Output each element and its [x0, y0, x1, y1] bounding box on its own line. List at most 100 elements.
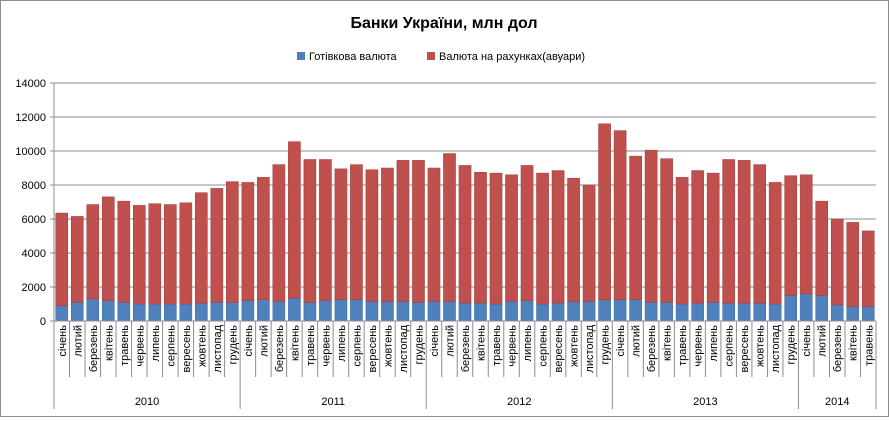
bar-segment-accounts — [427, 167, 441, 302]
legend-label-cash: Готівкова валюта — [309, 51, 398, 63]
year-labels: 2010 2011 2012 2013 2014 — [53, 377, 877, 409]
bar-segment-accounts — [830, 218, 844, 306]
x-tick-label: березень — [460, 325, 472, 372]
bar-segment-cash — [567, 301, 580, 322]
bar-segment-cash — [768, 303, 782, 322]
bar-segment-accounts — [660, 158, 673, 303]
bar-segment-accounts — [101, 196, 115, 301]
bar-segment-accounts — [148, 203, 162, 305]
bar-segment-cash — [164, 303, 177, 322]
legend: Готівкова валюта Валюта на рахунках(авуа… — [297, 51, 585, 63]
x-tick-label: лютий — [631, 325, 643, 357]
x-tick-label: грудень — [227, 325, 239, 365]
bar-segment-cash — [195, 302, 208, 322]
bar-segment-cash — [350, 299, 363, 322]
x-tick-label: лютий — [817, 325, 829, 357]
x-tick-label: січень — [801, 325, 813, 357]
x-tick-label: січень — [243, 325, 255, 357]
year-label: 2010 — [135, 396, 159, 408]
bar-segment-accounts — [474, 172, 487, 304]
bar-segment-accounts — [768, 182, 782, 305]
chart-title: Банки України, млн дол — [350, 15, 537, 32]
x-tick-label: червень — [693, 325, 705, 367]
bar-segment-cash — [784, 295, 798, 322]
bar-segment-accounts — [861, 230, 875, 307]
x-tick-label: квітень — [662, 325, 674, 361]
bar-segment-cash — [117, 302, 131, 322]
legend-label-accounts: Валюта на рахунках(авуари) — [439, 51, 585, 63]
bar-segment-accounts — [319, 159, 332, 301]
bar-segment-cash — [319, 300, 332, 322]
y-tick-label: 8000 — [22, 180, 46, 192]
x-tick-label: травень — [491, 325, 503, 366]
x-tick-label: лютий — [72, 325, 84, 357]
x-tick-label: травень — [119, 325, 131, 366]
y-tick-label: 10000 — [15, 146, 46, 158]
x-tick-label: червень — [507, 325, 519, 367]
bar-segment-accounts — [846, 222, 860, 307]
x-tick-label: вересень — [739, 325, 751, 373]
bar-segment-accounts — [226, 181, 239, 303]
bar-segment-accounts — [164, 204, 177, 305]
x-tick-label: червень — [320, 325, 332, 367]
bar-segment-accounts — [381, 167, 394, 302]
bar-segment-accounts — [303, 159, 317, 303]
bar-segment-accounts — [458, 165, 472, 304]
bar-segment-cash — [520, 300, 534, 322]
bar-segment-cash — [334, 299, 348, 322]
bar-segment-cash — [210, 302, 224, 322]
x-tick-label: березень — [88, 325, 100, 372]
x-tick-label: квітень — [103, 325, 115, 361]
bar-segment-cash — [381, 301, 394, 322]
y-tick-label: 14000 — [15, 78, 46, 90]
x-tick-label: листопад — [584, 324, 596, 372]
x-tick-label: вересень — [367, 325, 379, 373]
x-tick-label: листопад — [398, 324, 410, 372]
bar-segment-cash — [613, 299, 627, 322]
x-tick-label: липень — [522, 325, 534, 362]
year-label: 2012 — [507, 396, 531, 408]
bar-segment-accounts — [691, 170, 704, 304]
x-tick-label: грудень — [413, 325, 425, 365]
x-tick-label: липень — [708, 325, 720, 362]
bar-segment-accounts — [489, 172, 503, 305]
bar-segment-accounts — [753, 164, 766, 304]
x-tick-label: червень — [134, 325, 146, 367]
x-tick-label: листопад — [212, 324, 224, 372]
y-tick-label: 4000 — [22, 248, 46, 260]
bar-segment-cash — [86, 298, 100, 322]
x-tick-label: серпень — [538, 325, 550, 367]
bar-segment-cash — [412, 302, 425, 322]
bar-segment-accounts — [133, 205, 146, 305]
bars — [55, 123, 875, 322]
x-tick-label: грудень — [786, 325, 798, 365]
y-tick-label: 12000 — [15, 112, 46, 124]
bar-segment-cash — [629, 299, 642, 322]
legend-swatch-accounts — [427, 52, 435, 60]
x-tick-label: липень — [150, 325, 162, 362]
bar-segment-cash — [644, 302, 658, 322]
bar-segment-accounts — [365, 169, 379, 302]
x-tick-label: січень — [57, 325, 69, 357]
bar-segment-accounts — [117, 200, 131, 303]
x-tick-label: травень — [677, 325, 689, 366]
bar-segment-accounts — [629, 155, 642, 300]
y-axis-ticks: 0 2000 4000 6000 8000 10000 12000 14000 — [15, 78, 54, 328]
bar-segment-accounts — [675, 177, 689, 305]
bar-segment-cash — [148, 303, 162, 322]
bar-segment-cash — [660, 302, 673, 322]
x-axis-ticks: січень лютий березень квітень травень червень… — [53, 321, 877, 377]
bar-segment-cash — [753, 302, 766, 322]
y-tick-label: 6000 — [22, 214, 46, 226]
bar-segment-accounts — [257, 177, 270, 301]
x-tick-label: травень — [305, 325, 317, 366]
bar-segment-cash — [101, 300, 115, 322]
bar-segment-accounts — [737, 160, 751, 304]
bar-segment-cash — [505, 301, 518, 322]
x-tick-label: лютий — [258, 325, 270, 357]
bar-segment-cash — [737, 302, 751, 322]
bar-segment-accounts — [86, 204, 100, 300]
bar-segment-accounts — [784, 175, 798, 296]
bar-segment-accounts — [350, 164, 363, 300]
